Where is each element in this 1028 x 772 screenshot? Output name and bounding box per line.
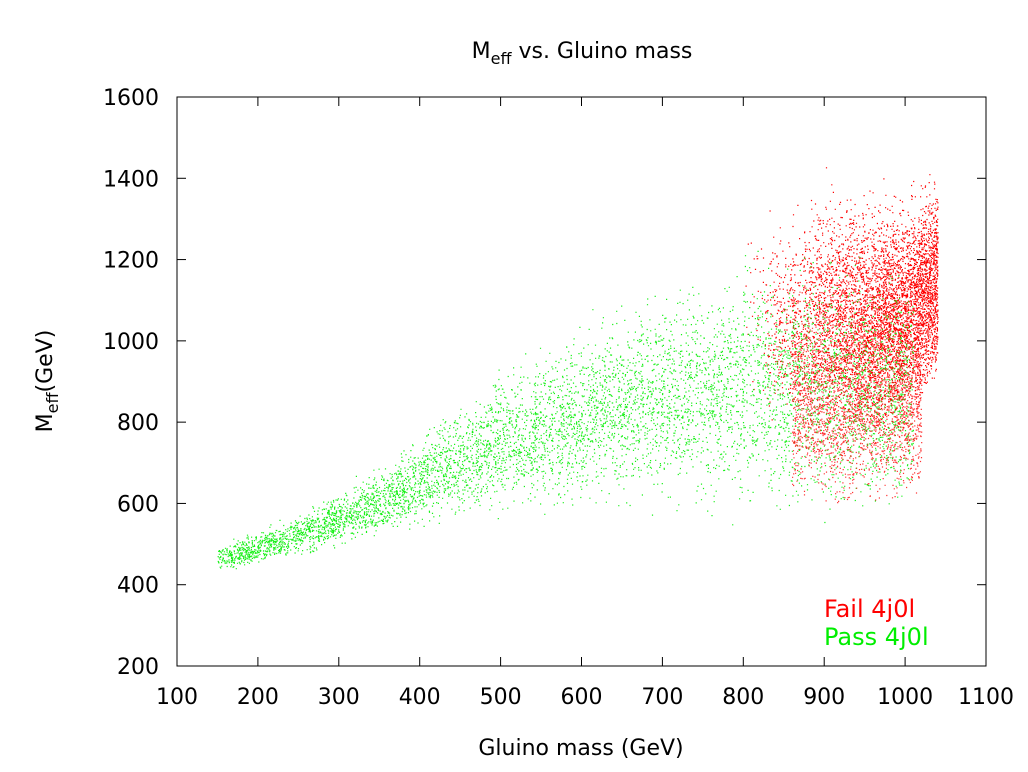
axis-ticks: 100 200 300 400 500 600 700 800 900 1000 1100 200 40…	[103, 86, 1014, 710]
y-tick-label: 800	[117, 411, 159, 436]
x-axis-label: Gluino mass (GeV)	[478, 736, 683, 761]
x-tick-label: 900	[803, 685, 845, 710]
series-fail-4j0l-points-overlay	[791, 291, 923, 504]
x-tick-label: 300	[318, 685, 360, 710]
points-layer	[217, 167, 939, 570]
x-tick-label: 800	[722, 685, 764, 710]
y-tick-label: 600	[117, 492, 159, 517]
x-tick-label: 500	[480, 685, 522, 710]
x-tick-label: 200	[237, 685, 279, 710]
x-tick-label: 600	[561, 685, 603, 710]
x-tick-label: 400	[399, 685, 441, 710]
y-tick-label: 200	[117, 655, 159, 680]
y-tick-label: 1600	[103, 86, 159, 111]
x-tick-label: 700	[641, 685, 683, 710]
y-tick-label: 1200	[103, 249, 159, 274]
plot-frame	[176, 96, 987, 667]
y-tick-label: 1400	[103, 167, 159, 192]
legend-entry-fail: Fail 4j0l	[824, 595, 915, 623]
y-axis-label: Meff(GeV)	[33, 330, 62, 433]
x-tick-label: 1000	[877, 685, 933, 710]
x-tick-label: 1100	[958, 685, 1014, 710]
x-tick-label: 100	[156, 685, 198, 710]
chart-title: Meff vs. Gluino mass	[472, 39, 693, 68]
legend-entry-pass: Pass 4j0l	[824, 623, 929, 651]
y-tick-label: 1000	[103, 330, 159, 355]
series-fail-4j0l-points	[745, 167, 939, 447]
y-tick-label: 400	[117, 574, 159, 599]
